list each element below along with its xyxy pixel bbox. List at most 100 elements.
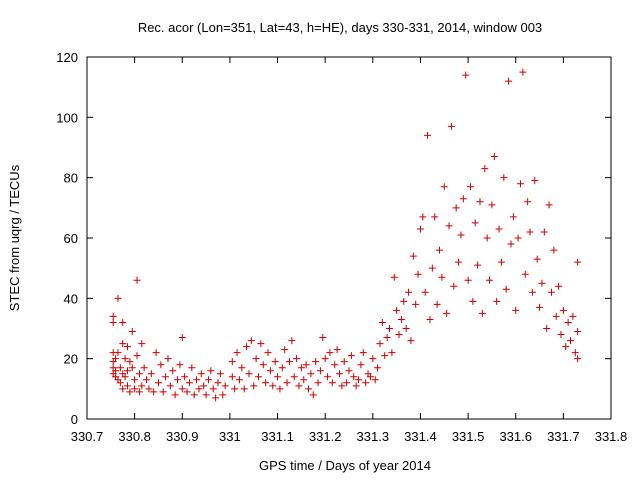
data-point xyxy=(157,361,165,369)
data-point xyxy=(235,376,243,384)
data-point xyxy=(240,385,248,393)
data-point xyxy=(424,131,432,139)
data-point xyxy=(109,312,117,320)
data-point xyxy=(181,373,189,381)
data-point xyxy=(183,388,191,396)
data-point xyxy=(116,364,124,372)
data-point xyxy=(476,198,484,206)
data-point xyxy=(540,228,548,236)
data-point xyxy=(150,388,158,396)
data-point xyxy=(431,213,439,221)
data-point xyxy=(343,379,351,387)
data-point xyxy=(574,328,582,336)
data-point xyxy=(290,373,298,381)
data-point xyxy=(443,309,451,317)
data-point xyxy=(352,382,360,390)
data-point xyxy=(490,153,498,161)
data-point xyxy=(231,385,239,393)
data-point xyxy=(245,370,253,378)
data-point xyxy=(428,264,436,272)
data-point xyxy=(481,165,489,173)
data-point xyxy=(419,213,427,221)
data-point xyxy=(509,213,517,221)
data-point xyxy=(483,234,491,242)
data-point xyxy=(405,288,413,296)
data-point xyxy=(143,376,151,384)
data-point xyxy=(123,367,131,375)
data-point xyxy=(550,246,558,254)
data-point xyxy=(338,382,346,390)
data-point xyxy=(457,231,465,239)
data-point xyxy=(288,337,296,345)
data-point xyxy=(171,391,179,399)
data-point xyxy=(195,385,203,393)
data-point xyxy=(250,382,258,390)
chart-title: Rec. acor (Lon=351, Lat=43, h=HE), days … xyxy=(138,20,542,35)
data-point xyxy=(366,373,374,381)
data-point xyxy=(369,355,377,363)
data-point xyxy=(407,337,415,345)
x-tick-label: 331.5 xyxy=(452,429,485,444)
data-point xyxy=(433,300,441,308)
data-point xyxy=(274,373,282,381)
data-point xyxy=(247,337,255,345)
data-point xyxy=(185,379,193,387)
data-point xyxy=(381,352,389,360)
data-point xyxy=(569,312,577,320)
data-point xyxy=(209,385,217,393)
y-tick-label: 40 xyxy=(64,291,78,306)
x-tick-label: 331.8 xyxy=(595,429,628,444)
x-tick-label: 331.6 xyxy=(499,429,532,444)
y-tick-label: 100 xyxy=(56,110,78,125)
data-point xyxy=(126,358,134,366)
data-point xyxy=(438,273,446,281)
data-point xyxy=(119,318,127,326)
data-point xyxy=(152,349,160,357)
x-tick-label: 330.9 xyxy=(166,429,199,444)
data-point xyxy=(486,276,494,284)
data-point xyxy=(562,343,570,351)
data-point xyxy=(297,364,305,372)
data-point xyxy=(526,228,534,236)
data-point xyxy=(474,261,482,269)
data-point xyxy=(462,71,470,79)
data-point xyxy=(126,388,134,396)
data-point xyxy=(276,385,284,393)
data-point xyxy=(374,364,382,372)
data-point xyxy=(316,367,324,375)
data-point xyxy=(219,391,227,399)
data-point xyxy=(243,343,251,351)
data-point xyxy=(212,394,220,402)
data-point xyxy=(464,276,472,284)
data-point xyxy=(200,382,208,390)
y-tick-label: 120 xyxy=(56,50,78,65)
data-point xyxy=(412,300,420,308)
data-point xyxy=(488,201,496,209)
x-tick-label: 331.4 xyxy=(404,429,437,444)
data-point xyxy=(119,385,127,393)
data-point xyxy=(355,376,363,384)
data-point xyxy=(393,306,401,314)
data-point xyxy=(154,379,162,387)
data-point xyxy=(214,379,222,387)
data-point xyxy=(324,373,332,381)
data-point xyxy=(421,288,429,296)
data-point xyxy=(521,270,529,278)
data-point xyxy=(300,376,308,384)
x-tick-label: 331 xyxy=(219,429,241,444)
data-point xyxy=(359,349,367,357)
data-point xyxy=(371,376,379,384)
y-tick-label: 60 xyxy=(64,231,78,246)
data-point xyxy=(264,349,272,357)
data-point xyxy=(400,297,408,305)
axis-ticks: 330.7 330.8 330.9 331 331.1 331.2 331.3 331.4 33… xyxy=(56,50,627,444)
data-point xyxy=(450,282,458,290)
data-point xyxy=(207,367,215,375)
data-point xyxy=(257,340,265,348)
data-point xyxy=(312,358,320,366)
data-point xyxy=(138,340,146,348)
data-point xyxy=(252,355,260,363)
data-point xyxy=(555,282,563,290)
data-point xyxy=(426,315,434,323)
x-tick-label: 330.8 xyxy=(118,429,151,444)
